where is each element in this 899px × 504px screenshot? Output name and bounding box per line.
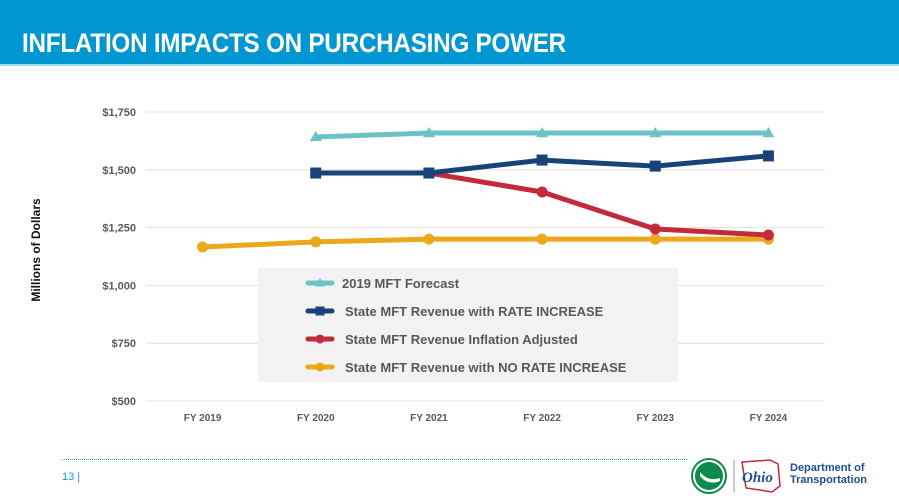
legend-label: State MFT Revenue Inflation Adjusted <box>345 332 578 347</box>
x-tick-label: FY 2019 <box>184 413 222 424</box>
data-point-circle <box>649 233 661 245</box>
legend-box <box>258 268 678 382</box>
data-point-triangle <box>422 127 435 138</box>
data-point-square <box>536 154 548 166</box>
ohio-script-text: Ohio <box>742 470 773 486</box>
data-point-square <box>649 160 661 172</box>
data-point-square <box>310 167 322 179</box>
y-tick-label: $500 <box>112 396 136 408</box>
data-point-square <box>423 167 435 179</box>
data-point-circle <box>310 236 322 248</box>
data-point-triangle <box>649 127 662 138</box>
page-number: 13 | <box>62 471 81 483</box>
x-tick-label: FY 2023 <box>636 413 674 424</box>
page-title: INFLATION IMPACTS ON PURCHASING POWER <box>22 28 566 58</box>
dept-line-1: Department of <box>790 462 865 474</box>
data-point-triangle <box>762 127 775 138</box>
series-0 <box>309 127 775 142</box>
legend-item: State MFT Revenue Inflation Adjusted <box>305 332 578 347</box>
legend-item: 2019 MFT Forecast <box>305 276 460 291</box>
series-line <box>202 236 769 250</box>
data-point-circle <box>315 362 325 372</box>
y-tick-label: $1,750 <box>102 107 136 119</box>
y-tick-label: $1,250 <box>102 223 136 235</box>
x-tick-label: FY 2022 <box>523 413 561 424</box>
data-point-triangle <box>536 127 549 138</box>
data-point-square <box>315 306 325 316</box>
data-point-circle <box>536 233 548 245</box>
odot-logo: Ohio Department of Transportation <box>690 456 890 496</box>
x-tick-label: FY 2024 <box>750 413 788 424</box>
ohio-state-outline-icon <box>741 459 781 493</box>
legend-label: 2019 MFT Forecast <box>342 276 460 291</box>
odot-circle-icon <box>691 458 727 494</box>
legend-item: State MFT Revenue with RATE INCREASE <box>305 304 604 319</box>
y-tick-label: $750 <box>112 338 136 350</box>
series-line <box>315 170 769 238</box>
data-point-triangle <box>309 130 322 142</box>
data-point-square <box>762 150 774 162</box>
data-point-circle <box>197 241 209 253</box>
legend-item: State MFT Revenue with NO RATE INCREASE <box>305 360 627 375</box>
legend-label: State MFT Revenue with RATE INCREASE <box>345 304 604 319</box>
data-point-circle <box>649 223 661 235</box>
series-1 <box>310 150 774 179</box>
data-point-triangle <box>315 278 325 287</box>
data-point-circle <box>315 334 325 344</box>
y-tick-label: $1,500 <box>102 165 136 177</box>
data-point-circle <box>423 233 435 245</box>
series-3 <box>197 233 774 253</box>
series-2 <box>310 167 774 241</box>
x-tick-label: FY 2020 <box>297 413 335 424</box>
dept-line-2: Transportation <box>790 474 868 486</box>
data-point-circle <box>536 186 548 198</box>
legend-label: State MFT Revenue with NO RATE INCREASE <box>345 360 627 375</box>
footer-divider <box>62 459 687 460</box>
line-chart: $500 $750 $1,000 $1,250 $1,500 $1,750 FY 2019… <box>102 107 825 424</box>
data-point-circle <box>762 229 774 241</box>
y-tick-label: $1,000 <box>102 280 136 292</box>
title-banner: INFLATION IMPACTS ON PURCHASING POWER <box>0 0 899 66</box>
x-tick-label: FY 2021 <box>410 413 448 424</box>
